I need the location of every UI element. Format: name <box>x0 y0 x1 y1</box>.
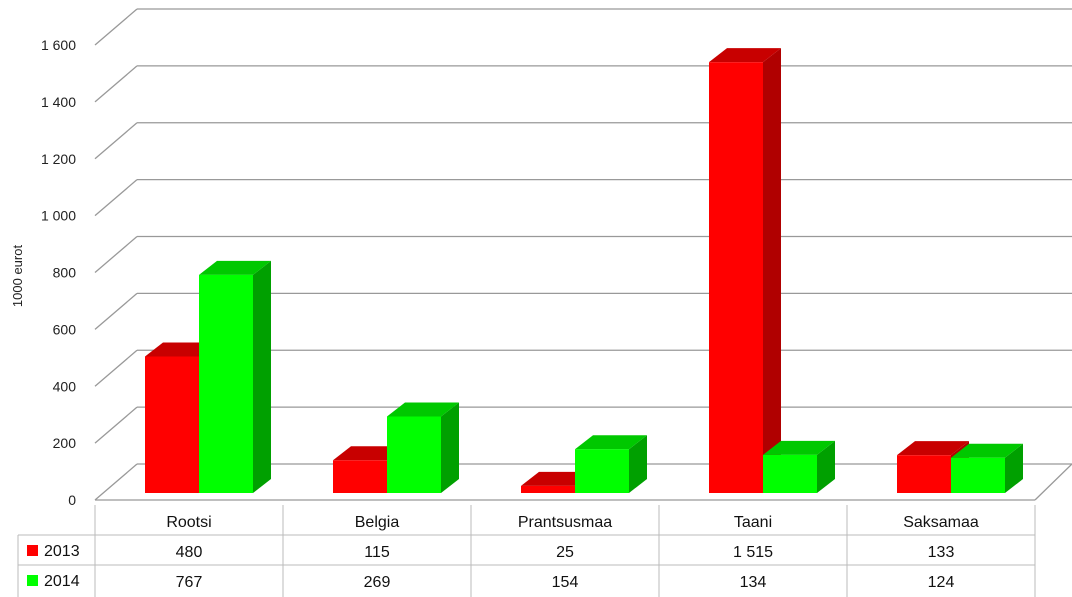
bar-front <box>521 485 575 493</box>
y-tick-label: 1 000 <box>41 208 76 224</box>
bar-top <box>387 402 459 417</box>
bar-2014-taani <box>763 440 835 493</box>
gridline-diagonal <box>94 179 138 217</box>
gridline-diagonal <box>94 406 138 444</box>
legend-entry: 2014 <box>44 573 80 590</box>
bar-top <box>709 48 781 63</box>
gridline-diagonal <box>94 65 138 103</box>
gridline-diagonal <box>94 236 138 273</box>
gridlines <box>94 8 1072 501</box>
bar-top <box>897 441 969 456</box>
bar-front <box>145 356 199 493</box>
data-label: 133 <box>928 544 955 561</box>
bar-front <box>763 454 817 493</box>
category-label: Prantsusmaa <box>518 514 612 531</box>
bar-top <box>763 440 835 455</box>
bar-2014-rootsi <box>199 260 271 493</box>
data-label: 1 515 <box>733 544 773 561</box>
bar-front <box>709 62 763 493</box>
data-label: 115 <box>364 544 390 561</box>
bar-top <box>575 435 647 450</box>
bar-side <box>817 440 835 493</box>
data-label: 25 <box>556 544 574 561</box>
gridline-diagonal <box>94 122 138 160</box>
y-tick-label: 1 200 <box>41 151 76 167</box>
category-label: Taani <box>734 514 772 531</box>
data-label: 480 <box>176 544 203 561</box>
y-axis-label: 1000 eurot <box>10 245 25 308</box>
gridline-diagonal <box>94 463 138 501</box>
y-tick-label: 0 <box>68 492 76 508</box>
gridline-diagonal <box>94 8 138 46</box>
category-label: Rootsi <box>166 514 211 531</box>
y-axis: 0 200 400 600 800 1 000 1 200 1 400 1 600 <box>41 37 76 508</box>
bar-2013-taani <box>709 48 781 493</box>
bar-side <box>1005 443 1023 493</box>
bar-top <box>199 260 271 275</box>
bar-front <box>575 449 629 493</box>
bar-side <box>629 435 647 493</box>
data-label: 767 <box>176 574 203 591</box>
bar-front <box>333 460 387 493</box>
bar-front <box>897 455 951 493</box>
y-tick-label: 200 <box>53 435 77 451</box>
y-tick-label: 1 400 <box>41 94 76 110</box>
bar-side <box>253 260 271 493</box>
bar-2014-prantsusmaa <box>575 435 647 493</box>
bars <box>145 48 1023 493</box>
bar-2014-saksamaa <box>951 443 1023 493</box>
bar-top <box>951 443 1023 458</box>
legend-swatch <box>27 575 38 586</box>
y-tick-label: 400 <box>53 378 77 394</box>
bar-2014-belgia <box>387 402 459 493</box>
bar-front <box>951 457 1005 493</box>
floor-side-edge <box>1034 463 1072 501</box>
gridline-diagonal <box>94 349 138 387</box>
data-label: 154 <box>552 574 579 591</box>
category-label: Saksamaa <box>903 514 979 531</box>
data-label: 124 <box>928 574 955 591</box>
gridline-diagonal <box>94 292 138 330</box>
category-label: Belgia <box>355 514 400 531</box>
bar-front <box>387 416 441 493</box>
bar-side <box>441 402 459 493</box>
data-table: Rootsi Belgia Prantsusmaa Taani Saksamaa 2013… <box>17 505 1036 597</box>
legend-swatch <box>27 545 38 556</box>
data-label: 269 <box>364 574 391 591</box>
y-tick-label: 1 600 <box>41 37 76 53</box>
bar-front <box>199 274 253 493</box>
legend-entry: 2013 <box>44 543 80 560</box>
y-tick-label: 600 <box>53 321 77 337</box>
bar-side <box>763 48 781 493</box>
y-tick-label: 800 <box>53 265 77 281</box>
data-label: 134 <box>740 574 767 591</box>
